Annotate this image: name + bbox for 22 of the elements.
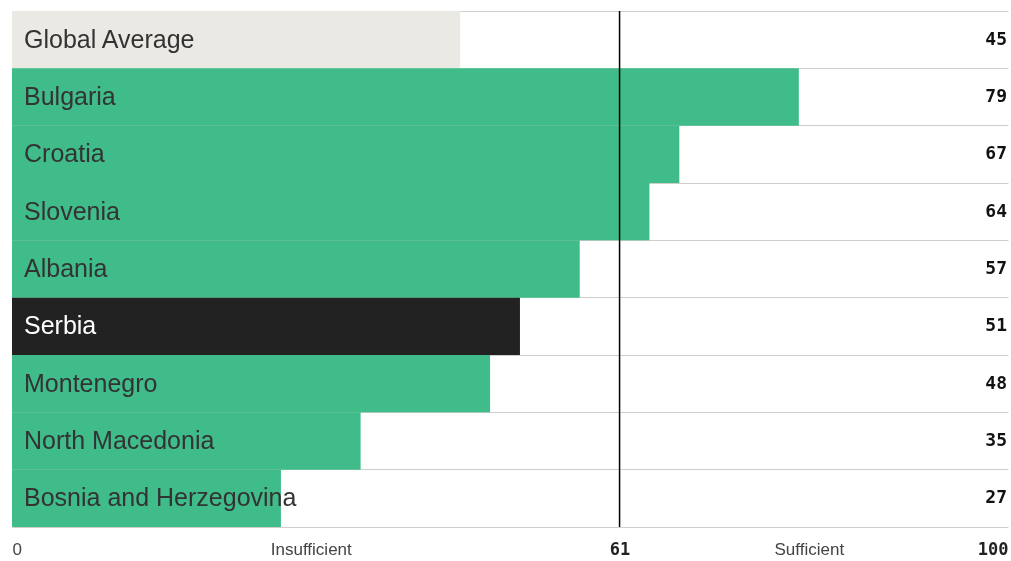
x-tick-label: Sufficient — [774, 539, 845, 559]
y-tick-label: Croatia — [24, 139, 105, 168]
y-tick-label: Albania — [24, 254, 108, 282]
y-tick-label: Serbia — [24, 311, 97, 340]
data-label: 57 — [985, 257, 1007, 278]
data-label: 51 — [985, 314, 1007, 336]
data-label: 67 — [985, 142, 1007, 164]
x-tick-label: 61 — [609, 538, 631, 559]
y-tick-label: Bulgaria — [24, 82, 116, 110]
x-tick-label: Insufficient — [270, 539, 353, 559]
data-label: 79 — [985, 85, 1007, 106]
data-label: 27 — [985, 486, 1007, 508]
x-tick-label: 100 — [977, 538, 1009, 559]
data-label: 64 — [985, 199, 1008, 221]
x-tick-label: 0 — [12, 539, 22, 559]
data-label: 35 — [985, 429, 1007, 450]
data-label: 48 — [985, 371, 1007, 393]
y-tick-label: North Macedonia — [24, 426, 215, 454]
y-tick-label: Slovenia — [24, 196, 120, 225]
y-tick-label: Global Average — [24, 24, 195, 53]
data-label: 45 — [985, 27, 1007, 49]
y-tick-label: Montenegro — [24, 368, 158, 397]
